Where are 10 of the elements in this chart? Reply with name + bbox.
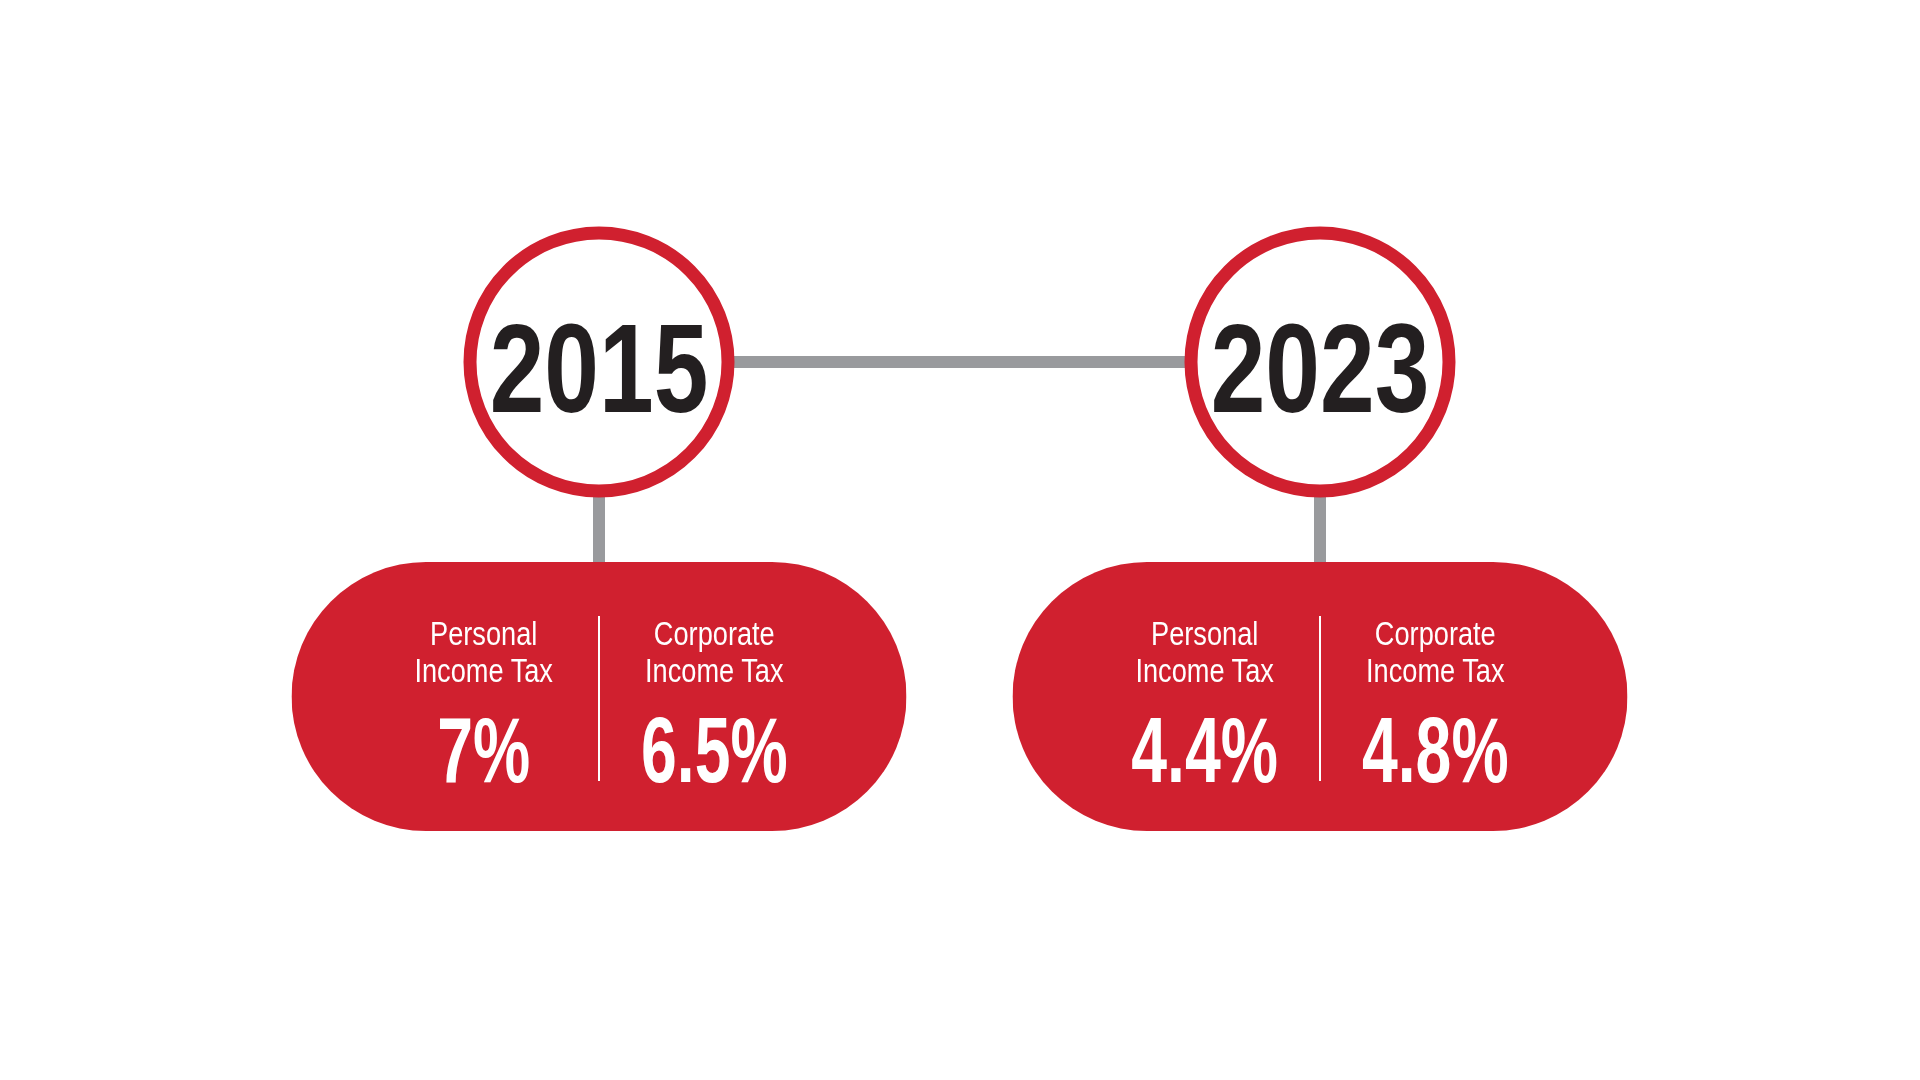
data-label: 4.4% xyxy=(1131,698,1279,802)
data-label: 6.5% xyxy=(640,698,788,802)
text: Corporate Income Tax xyxy=(645,614,784,690)
series-label: Corporate Income Tax xyxy=(1366,614,1506,690)
text: Personal Income Tax xyxy=(414,614,553,690)
category-label: 2015 xyxy=(489,298,709,439)
data-label: 7% xyxy=(437,698,531,802)
data-label: 4.8% xyxy=(1361,698,1509,802)
category-label: 2023 xyxy=(1210,298,1430,439)
series-label: Personal Income Tax xyxy=(1135,614,1275,690)
